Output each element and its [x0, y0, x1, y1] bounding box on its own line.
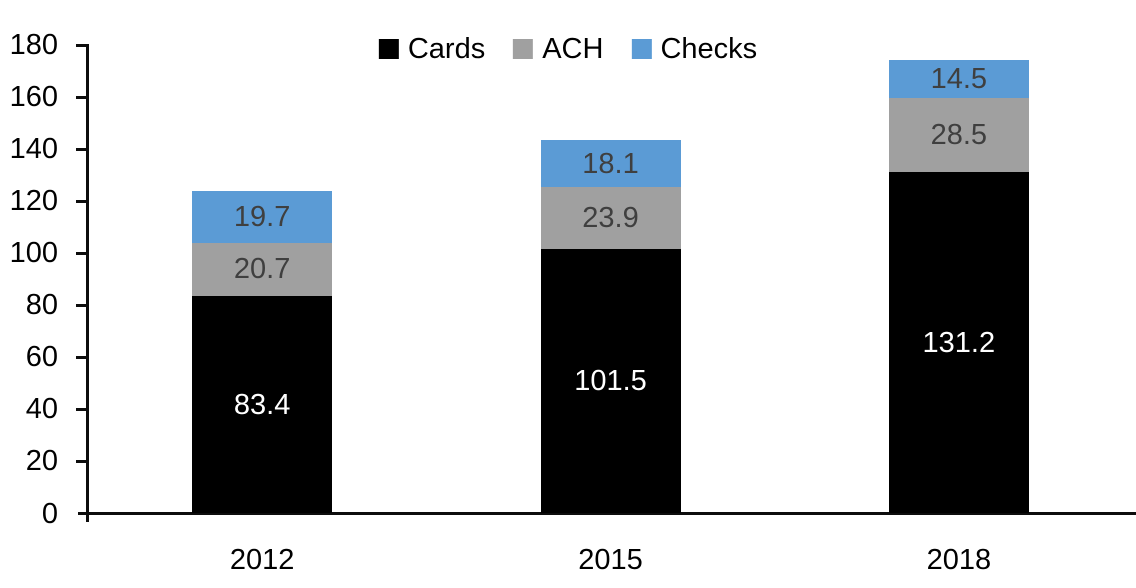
y-tick-20	[76, 459, 87, 463]
bar-segment-checks-2015	[540, 140, 681, 188]
legend-swatch-checks	[631, 39, 652, 59]
x-tick-label-2012: 2012	[229, 544, 295, 576]
bar-segment-cards-2015	[540, 249, 681, 514]
bar-segment-cards-2018	[888, 172, 1029, 514]
y-axis-line	[86, 44, 89, 522]
legend: Cards ACH Checks	[378, 33, 757, 65]
y-tick-label-120: 120	[9, 185, 58, 218]
y-tick-40	[76, 407, 87, 411]
y-tick-140	[76, 147, 87, 151]
bar-segment-ach-2018	[888, 97, 1029, 172]
y-tick-100	[76, 251, 87, 255]
x-axis-line	[78, 512, 1136, 515]
bar-segment-cards-2012	[192, 296, 333, 514]
y-tick-label-20: 20	[25, 445, 58, 478]
y-tick-label-160: 160	[9, 81, 58, 114]
legend-label-ach: ACH	[542, 33, 604, 65]
legend-label-cards: Cards	[407, 33, 486, 65]
legend-swatch-ach	[513, 39, 534, 59]
y-tick-80	[76, 303, 87, 307]
legend-label-checks: Checks	[660, 33, 758, 65]
y-tick-label-40: 40	[25, 393, 58, 426]
legend-item-cards: Cards	[378, 33, 486, 65]
y-tick-160	[76, 95, 87, 99]
bar-segment-ach-2012	[192, 242, 333, 297]
bar-segment-checks-2018	[888, 60, 1029, 98]
legend-item-ach: ACH	[513, 34, 603, 64]
y-tick-60	[76, 355, 87, 359]
bar-group-2018: 131.2 28.5 14.5	[888, 60, 1029, 514]
bar-segment-checks-2012	[192, 191, 333, 243]
y-tick-label-100: 100	[9, 237, 58, 270]
legend-item-checks: Checks	[631, 34, 757, 64]
y-tick-180	[76, 43, 87, 47]
legend-swatch-cards	[378, 39, 399, 59]
y-tick-label-80: 80	[25, 289, 58, 322]
bar-group-2012: 83.4 20.7 19.7	[192, 191, 333, 514]
bar-segment-ach-2015	[540, 187, 681, 250]
x-tick-label-2015: 2015	[578, 544, 643, 576]
y-tick-label-140: 140	[9, 133, 58, 166]
y-tick-120	[76, 199, 87, 203]
y-tick-label-60: 60	[25, 341, 58, 374]
y-tick-label-180: 180	[9, 29, 58, 61]
x-tick-label-2018: 2018	[926, 544, 992, 576]
y-tick-label-0: 0	[41, 497, 58, 530]
bar-group-2015: 101.5 23.9 18.1	[540, 140, 681, 514]
